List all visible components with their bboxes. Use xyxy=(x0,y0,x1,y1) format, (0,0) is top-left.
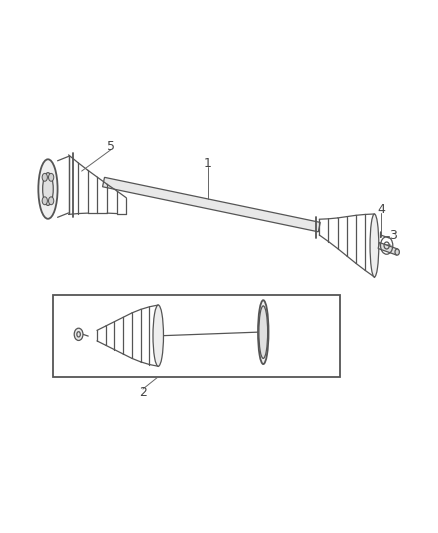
Text: 5: 5 xyxy=(107,140,115,152)
Ellipse shape xyxy=(369,214,378,277)
Polygon shape xyxy=(377,243,397,255)
Bar xyxy=(53,295,339,377)
Ellipse shape xyxy=(49,173,53,181)
Ellipse shape xyxy=(42,197,47,205)
Text: 3: 3 xyxy=(388,229,396,243)
Text: 2: 2 xyxy=(139,386,147,399)
Ellipse shape xyxy=(42,173,47,181)
Text: 1: 1 xyxy=(203,157,211,170)
Ellipse shape xyxy=(42,173,53,205)
Ellipse shape xyxy=(152,305,163,366)
Polygon shape xyxy=(102,177,320,232)
Ellipse shape xyxy=(394,249,399,255)
Ellipse shape xyxy=(74,328,83,341)
Ellipse shape xyxy=(38,159,57,219)
Ellipse shape xyxy=(258,300,268,364)
Text: 4: 4 xyxy=(377,203,385,216)
Ellipse shape xyxy=(258,306,267,358)
Ellipse shape xyxy=(49,197,53,205)
